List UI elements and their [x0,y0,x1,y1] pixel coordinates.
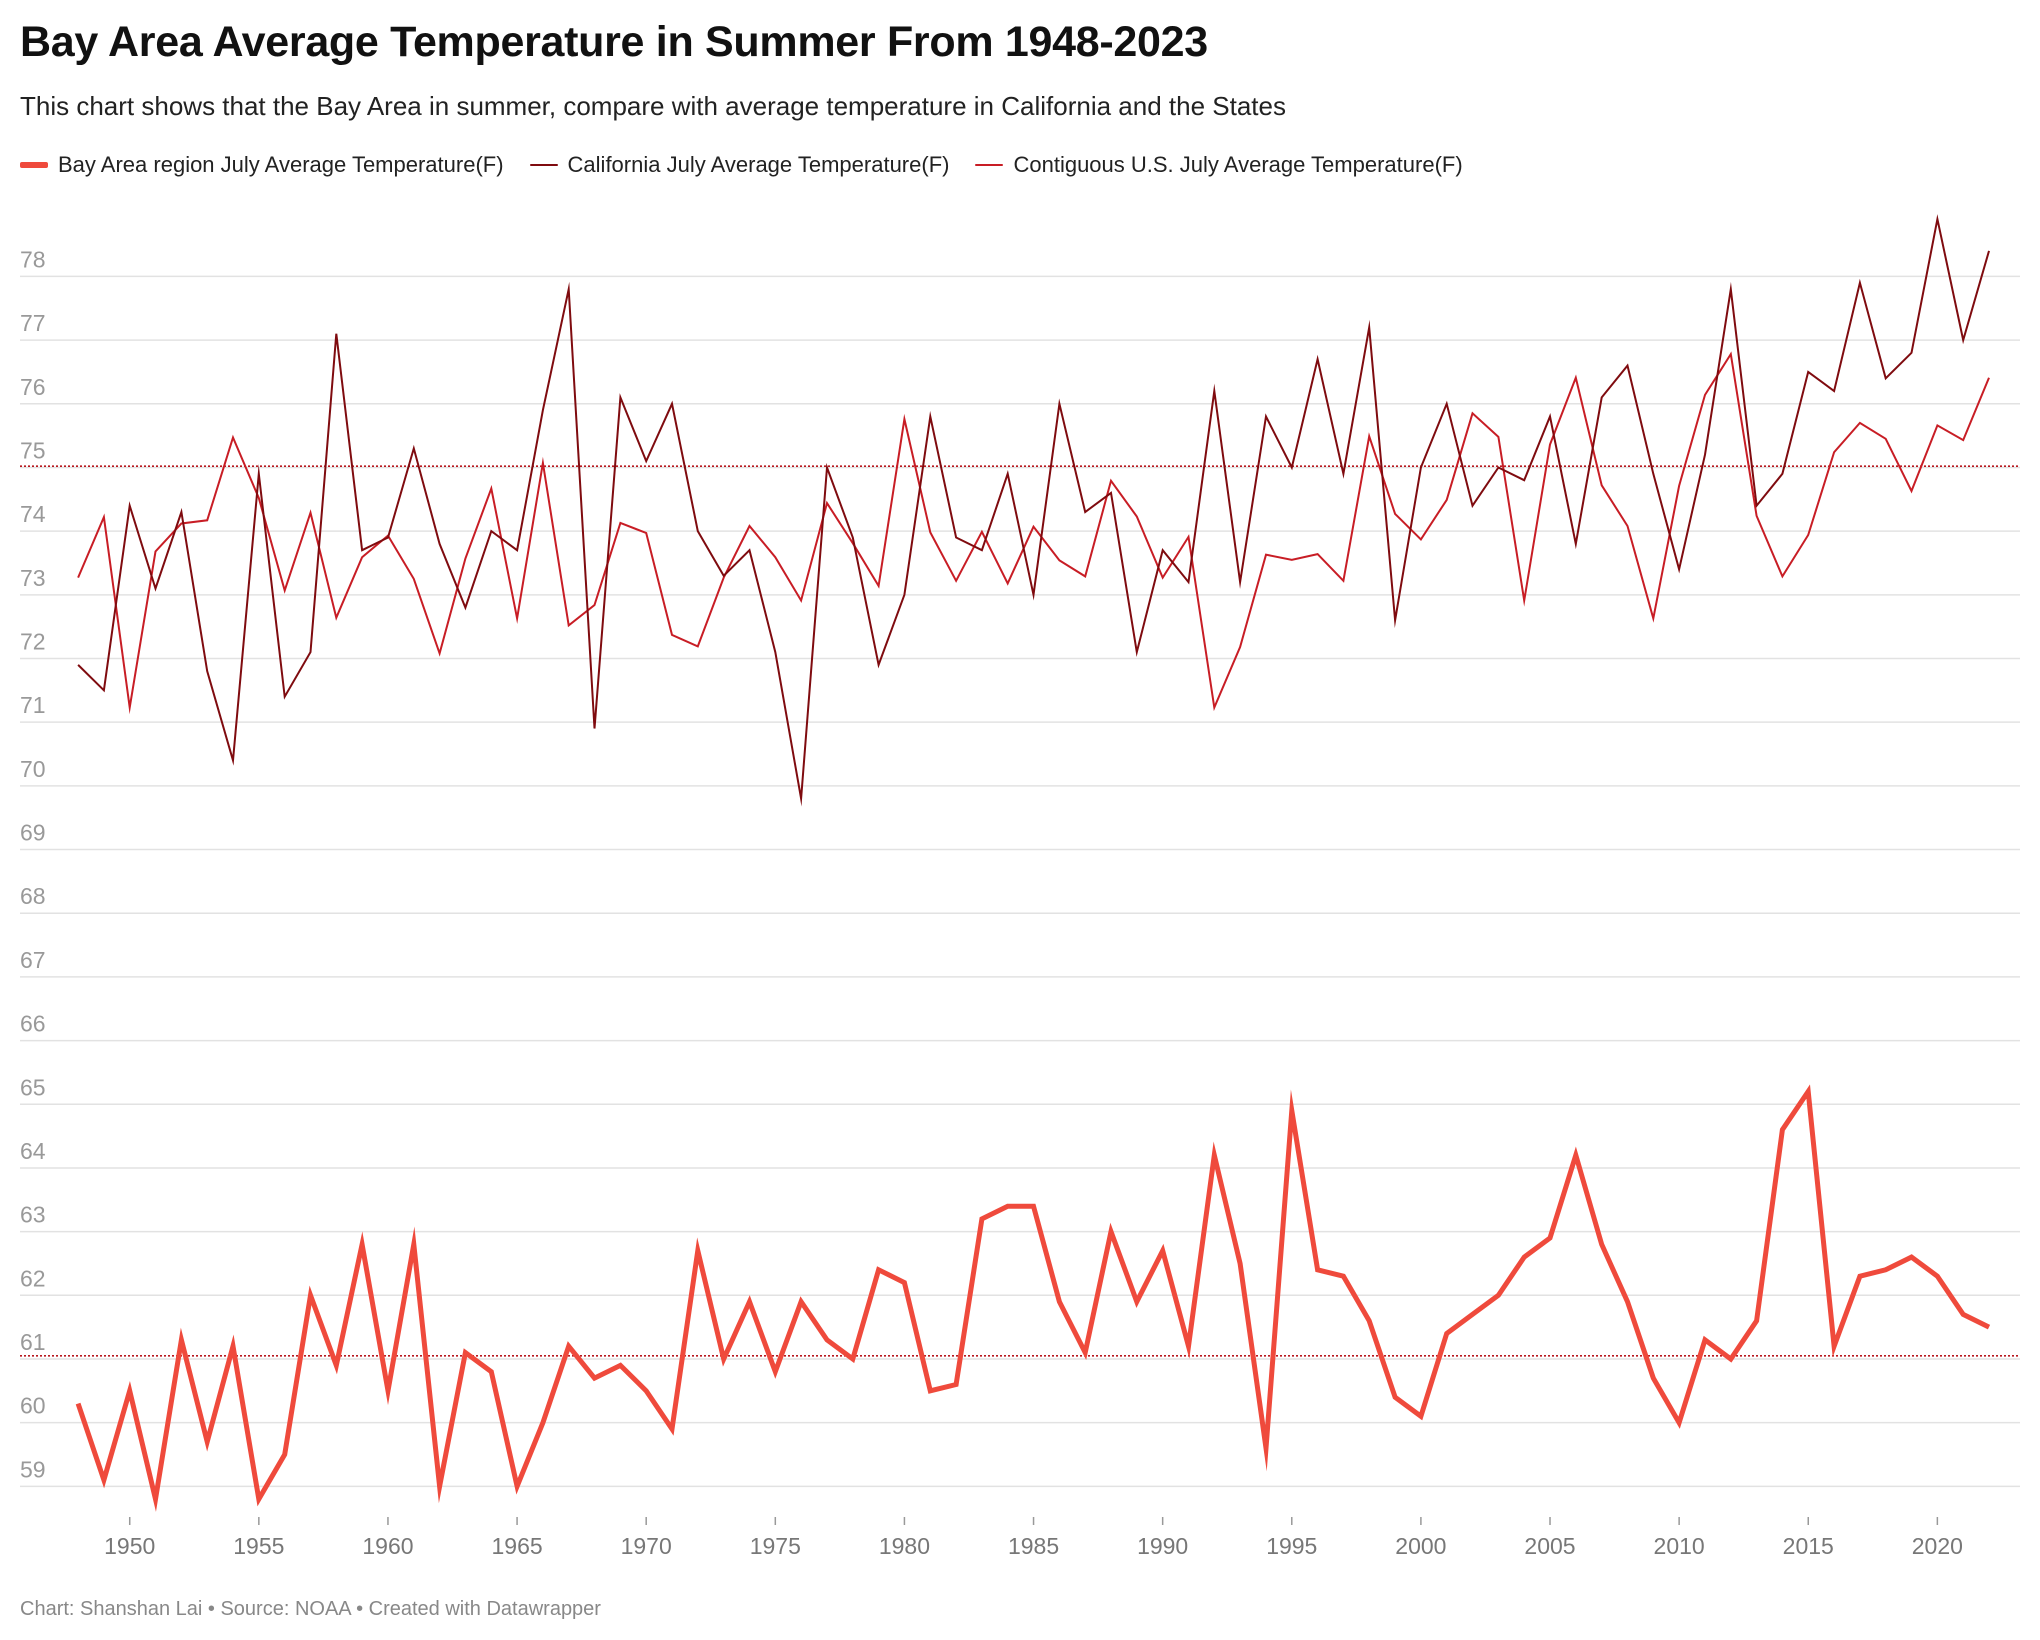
chart-title: Bay Area Average Temperature in Summer F… [20,18,1208,66]
legend-label-bay-area: Bay Area region July Average Temperature… [58,152,504,177]
y-tick-label-65: 65 [20,1074,46,1100]
y-tick-label-68: 68 [20,883,46,909]
x-tick-label-1960: 1960 [362,1533,413,1559]
y-tick-label-64: 64 [20,1138,46,1164]
y-tick-label-69: 69 [20,820,46,846]
legend-swatch-us [975,164,1004,166]
series-line-bay-area [75,1084,1991,1512]
y-axis-ticks: 59 60 61 62 63 64 65 66 67 68 69 70 71 72 73 74 75 76 77 78 [20,246,46,1482]
y-tick-label-60: 60 [20,1393,46,1419]
x-tick-label-1995: 1995 [1266,1533,1317,1559]
x-tick-label-1980: 1980 [879,1533,930,1559]
series-line-california [77,214,1990,807]
chart-footer: Chart: Shanshan Lai • Source: NOAA • Cre… [20,1598,601,1620]
y-tick-label-66: 66 [20,1011,46,1037]
y-tick-label-72: 72 [20,628,46,654]
legend-swatch-bay-area [20,162,48,168]
y-tick-label-67: 67 [20,947,46,973]
grid-layer [20,275,2020,1488]
legend-item-california: California July Average Temperature(F) [529,152,950,178]
series-line-us [77,351,1990,715]
y-tick-label-63: 63 [20,1202,46,1228]
x-tick-label-2010: 2010 [1654,1533,1705,1559]
y-tick-label-77: 77 [20,310,46,336]
legend: Bay Area region July Average Temperature… [20,152,1489,178]
x-axis-ticks: 1950 1955 1960 1965 1970 1975 1980 1985 1990 1995… [104,1517,1963,1559]
y-tick-label-71: 71 [20,692,46,718]
legend-swatch-california [529,164,558,166]
x-tick-label-1950: 1950 [104,1533,155,1559]
x-tick-label-2015: 2015 [1783,1533,1834,1559]
x-tick-label-1955: 1955 [233,1533,284,1559]
x-tick-label-2005: 2005 [1524,1533,1575,1559]
y-tick-label-62: 62 [20,1265,46,1291]
legend-label-california: California July Average Temperature(F) [567,152,950,177]
y-tick-label-76: 76 [20,374,46,400]
reference-lines [20,465,2020,1357]
y-tick-label-73: 73 [20,565,46,591]
y-tick-label-78: 78 [20,246,46,272]
legend-item-us: Contiguous U.S. July Average Temperature… [975,152,1463,178]
chart-subtitle: This chart shows that the Bay Area in su… [20,91,1286,121]
x-tick-label-2020: 2020 [1912,1533,1963,1559]
legend-label-us: Contiguous U.S. July Average Temperature… [1013,152,1463,177]
x-tick-label-1965: 1965 [491,1533,542,1559]
x-tick-label-1970: 1970 [621,1533,672,1559]
series-layer [75,214,1991,1512]
x-tick-label-1975: 1975 [750,1533,801,1559]
y-tick-label-74: 74 [20,501,46,527]
legend-item-bay-area: Bay Area region July Average Temperature… [20,152,504,178]
x-tick-label-1990: 1990 [1137,1533,1188,1559]
y-tick-label-70: 70 [20,756,46,782]
y-tick-label-61: 61 [20,1329,46,1355]
y-tick-label-59: 59 [20,1456,46,1482]
x-tick-label-1985: 1985 [1008,1533,1059,1559]
x-tick-label-2000: 2000 [1395,1533,1446,1559]
y-tick-label-75: 75 [20,437,46,463]
